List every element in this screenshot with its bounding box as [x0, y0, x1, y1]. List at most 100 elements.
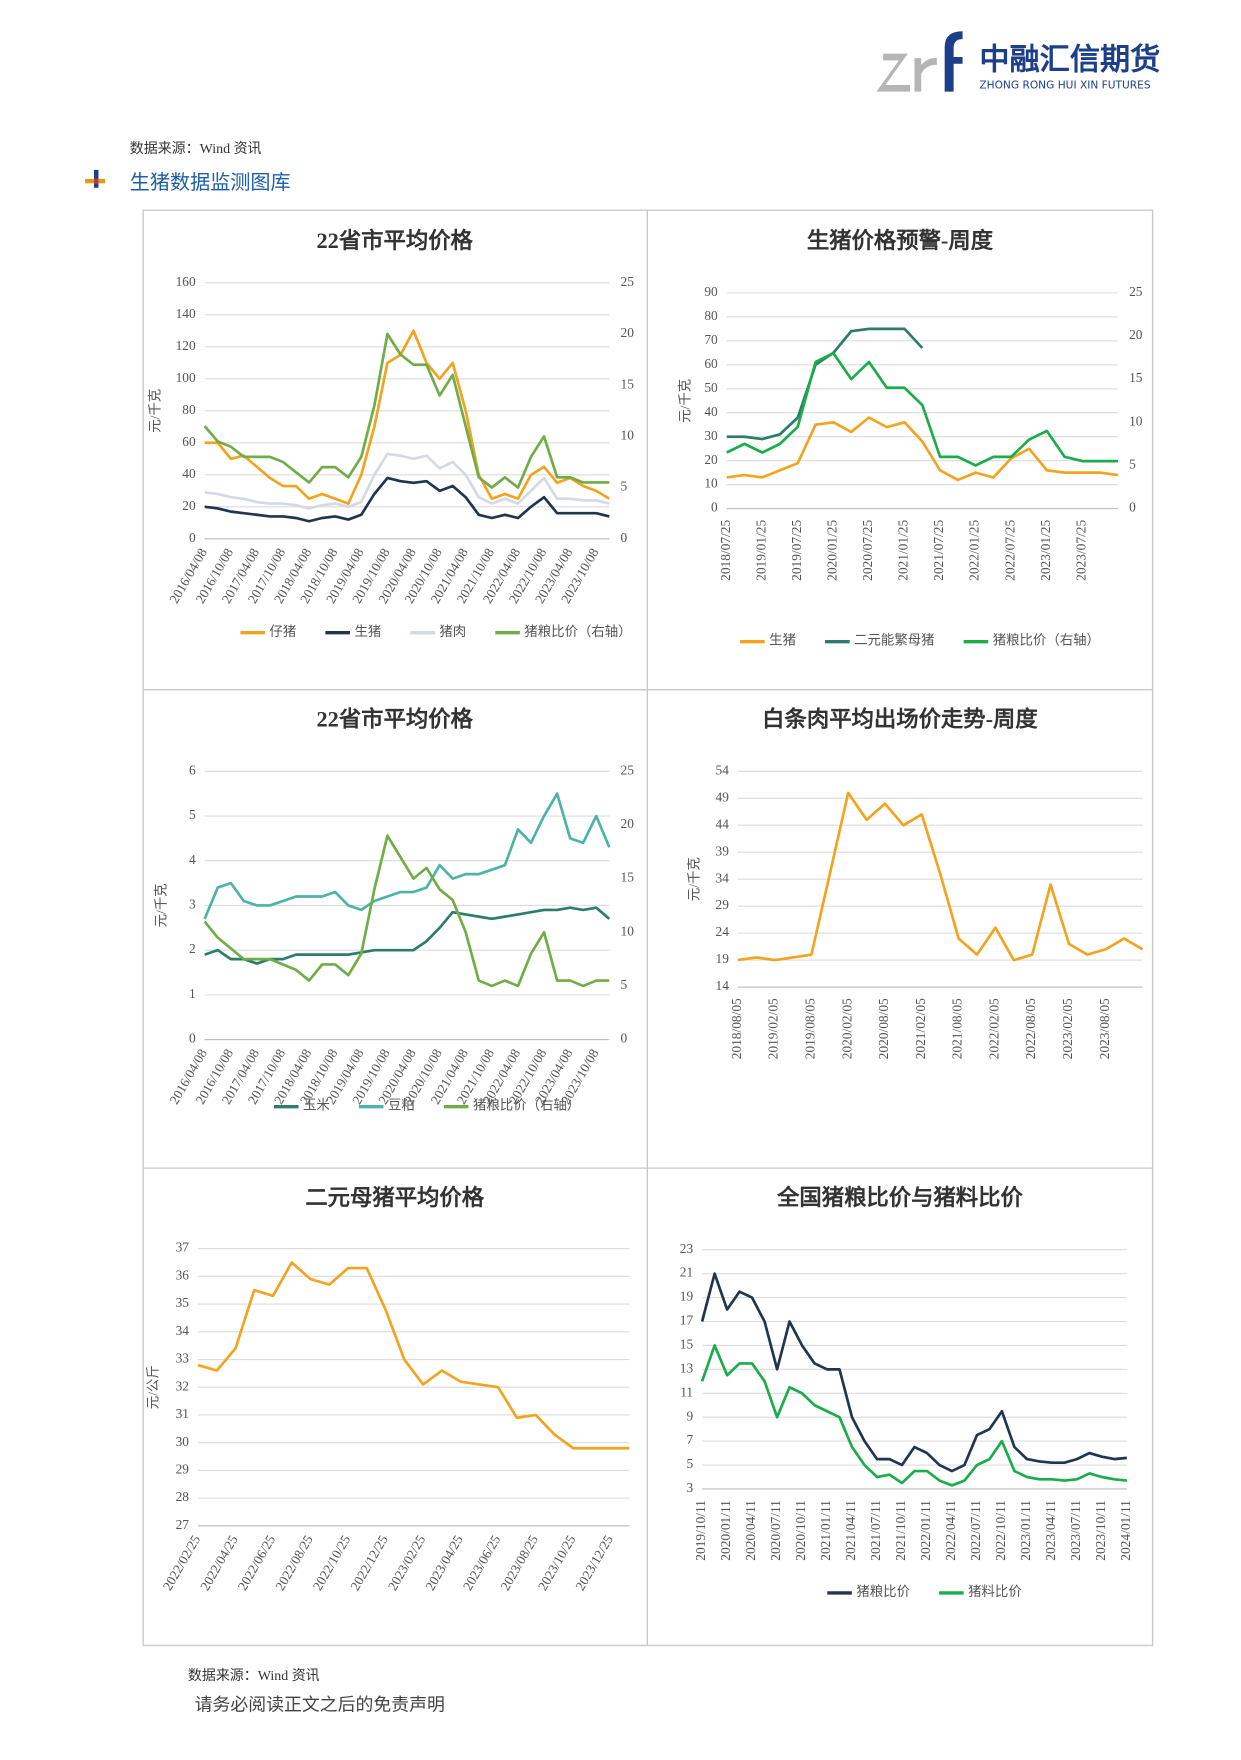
x-tick-label: 2020/04/11 — [743, 1500, 758, 1561]
y-tick-label: 120 — [176, 338, 196, 353]
data-line — [203, 792, 611, 920]
y2-tick-label: 20 — [621, 325, 635, 340]
x-tick-label: 2022/01/25 — [967, 519, 982, 580]
x-tick-label: 2019/10/11 — [693, 1500, 708, 1561]
chart-title: 白条肉平均出场价走势-周度 — [762, 706, 1038, 732]
x-tick-label: 2023/08/25 — [497, 1532, 541, 1593]
y-tick-label: 5 — [189, 807, 196, 822]
data-line — [204, 452, 610, 510]
x-tick-label: 2022/08/25 — [272, 1532, 316, 1593]
y2-tick-label: 10 — [1129, 413, 1143, 428]
x-tick-label: 2020/08/05 — [876, 998, 891, 1059]
chart-title: 二元母猪平均价格 — [305, 1184, 484, 1210]
x-tick-label: 2022/06/25 — [235, 1532, 279, 1593]
data-line — [700, 1344, 1128, 1487]
source: 数据来源：Wind 资讯 — [188, 1668, 320, 1684]
legend-label: 猪粮比价（右轴） — [473, 1098, 580, 1113]
y-tick-label: 17 — [680, 1313, 694, 1328]
y-tick-label: 0 — [711, 500, 718, 515]
footer: 请务必阅读正文之后的免责声明 — [195, 1694, 445, 1714]
y-tick-label: 37 — [176, 1240, 190, 1255]
y2-tick-label: 5 — [621, 479, 628, 494]
y-tick-label: 70 — [704, 332, 718, 347]
y-tick-label: 23 — [680, 1241, 694, 1256]
legend-label: 猪料比价 — [968, 1584, 1022, 1599]
data-line — [204, 329, 611, 505]
y-tick-label: 50 — [704, 380, 718, 395]
y-tick-label: 0 — [189, 530, 196, 545]
x-tick-label: 2021/07/25 — [931, 519, 946, 580]
y-tick-label: 11 — [680, 1384, 693, 1399]
y2-tick-label: 20 — [1129, 327, 1143, 342]
y-tick-label: 30 — [176, 1434, 190, 1449]
y-tick-label: 5 — [686, 1456, 693, 1471]
x-tick-label: 2023/12/25 — [572, 1532, 616, 1593]
y-tick-label: 27 — [176, 1517, 190, 1532]
data-line — [726, 351, 1118, 467]
data-line — [197, 1261, 630, 1450]
x-tick-label: 2021/04/11 — [843, 1500, 858, 1561]
x-tick-label: 2023/07/11 — [1068, 1500, 1083, 1561]
legend-label: 生猪 — [769, 633, 796, 648]
y-tick-label: 34 — [716, 870, 730, 885]
x-tick-label: 2021/08/05 — [950, 998, 965, 1059]
x-tick-label: 2021/10/11 — [893, 1500, 908, 1561]
x-tick-label: 2021/02/05 — [913, 998, 928, 1059]
y-tick-label: 36 — [176, 1267, 190, 1282]
y-tick-label: 28 — [176, 1489, 190, 1504]
x-tick-label: 2018/08/05 — [729, 998, 744, 1059]
y-tick-label: 33 — [176, 1351, 190, 1366]
y2-tick-label: 5 — [1129, 457, 1136, 472]
y-tick-label: 2 — [189, 941, 196, 956]
y-tick-label: 3 — [189, 897, 196, 912]
y-axis-label: 元/千克 — [686, 857, 701, 901]
bullet-icon — [85, 169, 106, 188]
x-tick-label: 2023/04/25 — [422, 1532, 466, 1593]
panel-frame — [142, 209, 1154, 1647]
x-tick-label: 2019/08/05 — [803, 998, 818, 1059]
y-tick-label: 140 — [176, 306, 196, 321]
x-tick-label: 2019/01/25 — [753, 519, 768, 580]
y2-tick-label: 20 — [621, 816, 635, 831]
legend-label: 猪肉 — [439, 624, 466, 639]
x-tick-label: 2022/10/11 — [993, 1500, 1008, 1561]
y-tick-label: 100 — [176, 370, 196, 385]
y2-tick-label: 10 — [621, 923, 635, 938]
y-tick-label: 20 — [704, 452, 718, 467]
data-line — [203, 834, 610, 988]
y-tick-label: 60 — [182, 434, 196, 449]
x-tick-label: 2020/10/11 — [793, 1500, 808, 1561]
x-tick-label: 2024/01/11 — [1118, 1500, 1133, 1561]
x-tick-label: 2019/02/05 — [766, 998, 781, 1059]
y-tick-label: 44 — [716, 816, 730, 831]
y-tick-label: 40 — [704, 404, 718, 419]
y-tick-label: 160 — [176, 274, 196, 289]
y-tick-label: 49 — [716, 789, 730, 804]
y-tick-label: 19 — [680, 1289, 694, 1304]
x-tick-label: 2020/01/11 — [718, 1500, 733, 1561]
company-name: 中融汇信期货 — [979, 41, 1160, 77]
legend-label: 豆粕 — [388, 1098, 415, 1113]
y2-tick-label: 25 — [621, 762, 635, 777]
x-tick-label: 2021/07/11 — [868, 1500, 883, 1561]
x-tick-label: 2023/01/11 — [1018, 1500, 1033, 1561]
y2-tick-label: 10 — [621, 427, 635, 442]
x-tick-label: 2022/12/25 — [347, 1532, 391, 1593]
y2-tick-label: 15 — [621, 376, 635, 391]
y2-tick-label: 5 — [621, 977, 628, 992]
y-tick-label: 4 — [189, 852, 196, 867]
y-axis-label: 元/千克 — [153, 883, 168, 927]
x-tick-label: 2023/06/25 — [460, 1532, 504, 1593]
y2-tick-label: 25 — [1129, 284, 1143, 299]
x-tick-label: 2019/07/25 — [789, 519, 804, 580]
y-tick-label: 6 — [189, 762, 196, 777]
source: 数据来源：Wind 资讯 — [130, 141, 262, 157]
y-tick-label: 24 — [716, 924, 730, 939]
y-tick-label: 3 — [686, 1480, 693, 1495]
y-tick-label: 20 — [182, 498, 196, 513]
x-tick-label: 2023/04/11 — [1043, 1500, 1058, 1561]
x-tick-label: 2023/10/25 — [535, 1532, 579, 1593]
y-axis-label: 元/公斤 — [145, 1365, 160, 1409]
y-tick-label: 39 — [716, 843, 730, 858]
